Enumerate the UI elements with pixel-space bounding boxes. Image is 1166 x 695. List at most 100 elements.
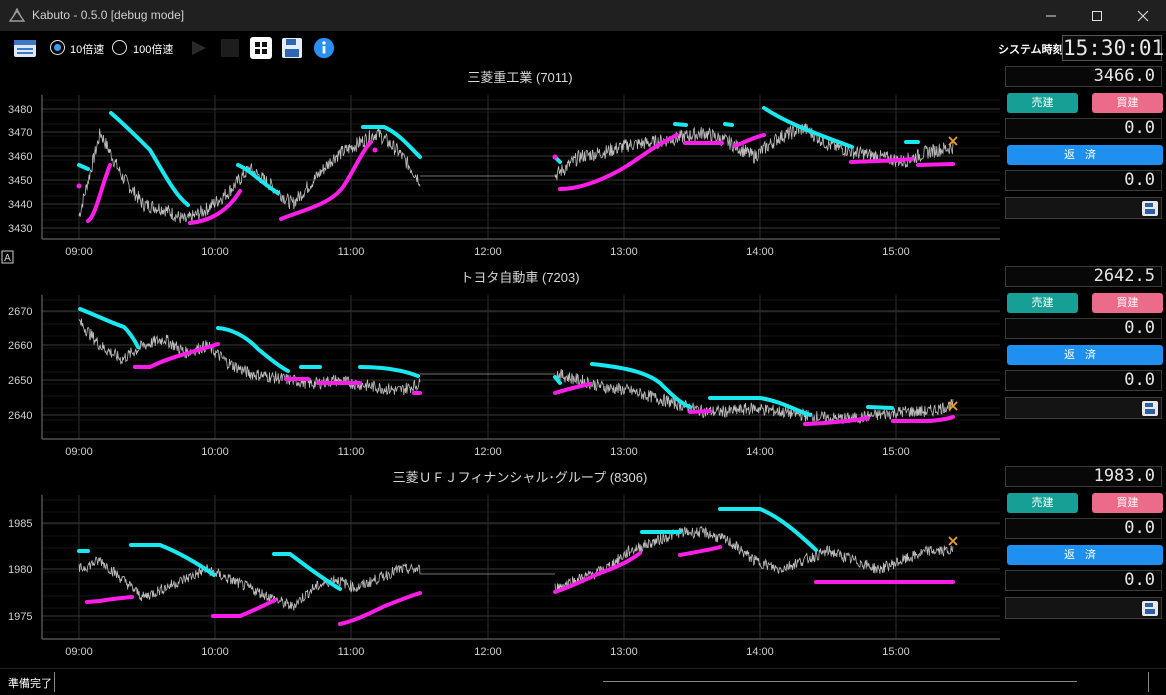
speed-10x-label: 10倍速 — [70, 44, 105, 56]
save-row — [1005, 597, 1162, 619]
downtrend-segment — [129, 543, 216, 577]
speed-100x-label: 100倍速 — [133, 44, 174, 56]
repay-button[interactable]: 返済 — [1007, 345, 1163, 365]
price-line — [78, 318, 421, 396]
x-tick-label: 12:00 — [474, 446, 502, 458]
save-icon[interactable] — [1142, 201, 1158, 216]
maximize-button[interactable] — [1074, 0, 1120, 31]
speed-10x-radio[interactable] — [50, 40, 65, 55]
downtrend-segment — [358, 365, 420, 378]
system-clock: 15:30:01 — [1062, 35, 1165, 61]
signal-dot — [552, 154, 558, 160]
close-icon — [1137, 10, 1149, 22]
speed-100x-radio[interactable] — [112, 40, 127, 55]
price-line — [78, 556, 421, 611]
uptrend-segment — [553, 382, 592, 395]
uptrend-segment — [86, 163, 112, 223]
minimize-button[interactable] — [1028, 0, 1074, 31]
uptrend-segment — [849, 157, 914, 164]
signal-dot — [76, 183, 82, 189]
position-display: 0.0 — [1005, 318, 1162, 339]
uptrend-segment — [338, 591, 422, 626]
profit-display: 0.0 — [1005, 570, 1162, 591]
grid-icon[interactable] — [249, 37, 273, 59]
downtrend-segment — [361, 125, 422, 159]
stop-icon[interactable] — [220, 37, 240, 59]
save-icon[interactable] — [1142, 401, 1158, 416]
y-tick-label: 3440 — [8, 199, 32, 211]
maximize-icon — [1092, 11, 1102, 21]
downtrend-segment — [590, 362, 692, 409]
chart-title: 三菱重工業 (7011) — [467, 70, 572, 85]
autoscale-badge — [1, 250, 14, 264]
sell-button[interactable]: 売建 — [1007, 293, 1078, 313]
y-tick-label: 3430 — [8, 223, 32, 235]
price-display: 3466.0 — [1005, 66, 1162, 87]
price-line — [554, 123, 954, 181]
save-icon[interactable] — [1142, 601, 1158, 616]
downtrend-segment — [272, 552, 342, 591]
downtrend-segment — [708, 396, 812, 417]
save-row — [1005, 197, 1162, 219]
y-tick-label: 2650 — [8, 375, 32, 387]
signal-dot — [372, 147, 378, 153]
position-display: 0.0 — [1005, 118, 1162, 139]
uptrend-segment — [279, 140, 373, 221]
downtrend-segment — [762, 106, 854, 149]
x-tick-label: 13:00 — [610, 246, 638, 258]
open-file-icon[interactable] — [13, 37, 37, 59]
uptrend-segment — [188, 189, 242, 225]
uptrend-segment — [211, 598, 277, 618]
downtrend-segment — [673, 122, 688, 127]
buy-button[interactable]: 買建 — [1092, 493, 1163, 513]
save-row — [1005, 397, 1162, 419]
last-price-marker — [948, 136, 958, 146]
buy-button[interactable]: 買建 — [1092, 293, 1163, 313]
close-button[interactable] — [1120, 0, 1166, 31]
chart-title: トヨタ自動車 (7203) — [460, 270, 579, 285]
x-tick-label: 12:00 — [474, 246, 502, 258]
price-display: 2642.5 — [1005, 266, 1162, 287]
x-tick-label: 10:00 — [201, 446, 229, 458]
x-tick-label: 14:00 — [746, 246, 774, 258]
price-display: 1983.0 — [1005, 466, 1162, 487]
uptrend-segment — [133, 342, 220, 369]
price-line — [554, 525, 954, 594]
downtrend-segment — [553, 375, 562, 385]
y-tick-label: 1985 — [8, 518, 32, 530]
y-tick-label: 2640 — [8, 410, 32, 422]
x-tick-label: 14:00 — [746, 446, 774, 458]
downtrend-segment — [109, 111, 190, 207]
repay-button[interactable]: 返済 — [1007, 545, 1163, 565]
x-tick-label: 15:00 — [882, 646, 910, 658]
sell-button[interactable]: 売建 — [1007, 493, 1078, 513]
status-divider — [54, 672, 55, 692]
uptrend-segment — [558, 133, 679, 191]
downtrend-segment — [236, 163, 280, 195]
save-icon[interactable] — [281, 37, 303, 59]
charts-area: 三菱重工業 (7011) 3480 3470 3460 3450 3440 3430 09:0… — [1, 70, 1000, 658]
y-tick-label: 3480 — [8, 104, 32, 116]
x-tick-label: 10:00 — [201, 246, 229, 258]
last-price-marker — [948, 401, 958, 411]
title-bar: Kabuto - 0.5.0 [debug mode] — [0, 0, 1166, 31]
downtrend-segment — [718, 507, 818, 552]
repay-button[interactable]: 返済 — [1007, 145, 1163, 165]
uptrend-segment — [891, 415, 955, 423]
x-tick-label: 13:00 — [610, 446, 638, 458]
autoscale-badge-label: A — [4, 253, 11, 264]
uptrend-segment — [688, 409, 712, 414]
uptrend-segment — [85, 595, 134, 604]
last-price-marker — [948, 536, 958, 546]
buy-button[interactable]: 買建 — [1092, 93, 1163, 113]
profit-display: 0.0 — [1005, 370, 1162, 391]
y-tick-label: 2660 — [8, 340, 32, 352]
clock-label: システム時刻 — [998, 44, 1064, 56]
play-icon[interactable] — [190, 37, 208, 59]
status-text: 準備完了 — [8, 678, 52, 690]
status-bar: 準備完了 — [0, 668, 1166, 695]
sell-button[interactable]: 売建 — [1007, 93, 1078, 113]
app-icon — [9, 8, 25, 22]
y-tick-label: 3460 — [8, 151, 32, 163]
info-icon[interactable] — [312, 37, 336, 59]
